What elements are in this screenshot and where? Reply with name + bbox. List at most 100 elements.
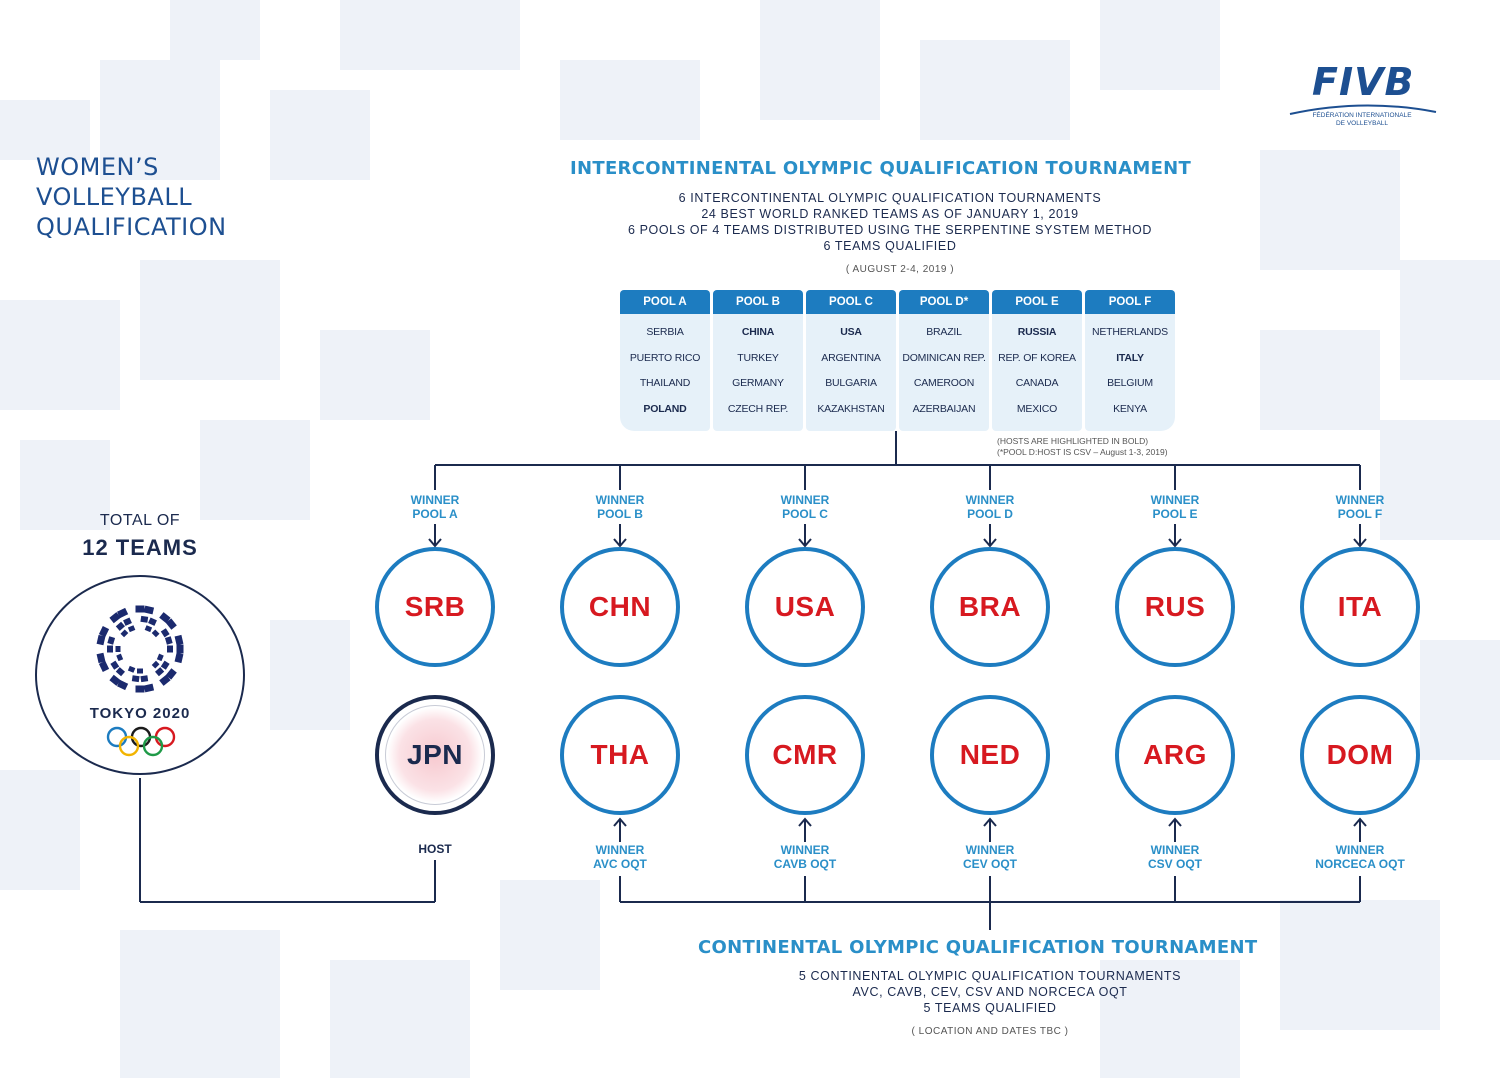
pool-team: REP. OF KOREA <box>998 351 1076 364</box>
pool-team: USA <box>840 326 862 338</box>
pools-table: POOL A SERBIA PUERTO RICO THAILAND POLAND POO… <box>620 290 1175 431</box>
description-line: 5 CONTINENTAL OLYMPIC QUALIFICATION TOUR… <box>798 969 1182 983</box>
title-line: WOMEN’S <box>36 153 159 181</box>
pool-team: KENYA <box>1113 402 1147 415</box>
description-line: 6 TEAMS QUALIFIED <box>823 239 957 253</box>
pool-team: BULGARIA <box>825 377 877 389</box>
emblem-checker-mark <box>123 617 132 626</box>
emblem-checker-mark <box>156 653 164 662</box>
emblem-checker-mark <box>109 674 121 686</box>
team-circle: ARG <box>1115 695 1235 815</box>
top-row-label: WINNER POOL D <box>965 493 1015 521</box>
team-code: NED <box>959 739 1021 770</box>
description-line: 6 POOLS OF 4 TEAMS DISTRIBUTED USING THE… <box>627 223 1153 237</box>
emblem-checker-mark <box>96 652 106 664</box>
bottom-row-label: WINNER CAVB OQT <box>773 843 837 871</box>
tokyo-2020-text: TOKYO 2020 <box>89 705 191 722</box>
emblem-checker-mark <box>140 675 149 683</box>
pool-team: PUERTO RICO <box>629 351 701 364</box>
team-circle: CHN <box>560 547 680 667</box>
pool-team: KAZAKHSTAN <box>817 402 885 415</box>
top-row-label: WINNER POOL F <box>1335 493 1385 521</box>
top-row-label: WINNER POOL E <box>1150 493 1200 521</box>
emblem-checker-mark <box>159 674 171 686</box>
pool-column: POOL E RUSSIA REP. OF KOREA CANADA MEXICO <box>992 290 1082 431</box>
host-team-circle: JPN <box>375 695 495 815</box>
emblem-checker-mark <box>98 660 110 672</box>
description-line: 6 INTERCONTINENTAL OLYMPIC QUALIFICATION… <box>678 191 1102 205</box>
emblem-checker-mark <box>143 605 155 615</box>
pool-column: POOL C USA ARGENTINA BULGARIA KAZAKHSTAN <box>806 290 896 431</box>
pool-column: POOL A SERBIA PUERTO RICO THAILAND POLAND <box>620 290 710 431</box>
team-code: SRB <box>404 591 466 622</box>
emblem-checker-mark <box>117 607 129 619</box>
pool-team: SERBIA <box>646 326 684 338</box>
team-code: DOM <box>1326 739 1394 770</box>
emblem-checker-mark <box>127 625 136 633</box>
continental-dates: ( LOCATION AND DATES TBC ) <box>911 1026 1069 1037</box>
emblem-checker-mark <box>117 679 129 691</box>
total-count: 12 TEAMS <box>82 535 198 560</box>
team-code: RUS <box>1144 591 1206 622</box>
team-circle: SRB <box>375 547 495 667</box>
emblem-checker-mark <box>115 621 126 631</box>
emblem-checker-mark <box>98 626 110 638</box>
pool-team: GERMANY <box>732 377 784 389</box>
emblem-checker-mark <box>109 612 121 624</box>
emblem-checker-mark <box>127 665 136 673</box>
emblem-checker-mark <box>143 683 155 693</box>
hosts-note-line: (HOSTS ARE HIGHLIGHTED IN BOLD) <box>997 436 1149 446</box>
pool-header: POOL B <box>713 290 803 314</box>
intercontinental-description: 6 INTERCONTINENTAL OLYMPIC QUALIFICATION… <box>560 190 1220 254</box>
pool-team: ITALY <box>1116 351 1144 364</box>
emblem-checker-mark <box>148 617 157 626</box>
olympic-rings-icon <box>106 726 176 757</box>
pool-team: CANADA <box>1015 377 1059 389</box>
tokyo-2020-emblem-icon <box>96 605 184 693</box>
bottom-row-label: WINNER CSV OQT <box>1147 843 1202 871</box>
title-line: VOLLEYBALL <box>36 183 193 211</box>
pool-team: AZERBAIJAN <box>912 402 976 415</box>
emblem-checker-mark <box>135 685 145 693</box>
emblem-checker-mark <box>140 615 149 623</box>
total-label: TOTAL OF <box>99 512 181 529</box>
pool-team: DOMINICAN REP. <box>902 351 986 364</box>
team-circle: CMR <box>745 695 865 815</box>
pool-team: MEXICO <box>1016 402 1058 415</box>
bottom-row-label: HOST <box>418 842 452 856</box>
pool-team: POLAND <box>643 402 687 415</box>
team-code: ARG <box>1143 739 1207 770</box>
team-code: BRA <box>958 591 1022 622</box>
tokyo-2020-badge: TOKYO 2020 <box>35 575 245 775</box>
emblem-checker-mark <box>107 636 116 645</box>
pool-column: POOL D* BRAZIL DOMINICAN REP. CAMEROON AZERB… <box>899 290 989 431</box>
fivb-swoosh-icon <box>1289 104 1437 115</box>
top-row-label: WINNER POOL B <box>595 493 645 521</box>
team-circle: NED <box>930 695 1050 815</box>
intercontinental-dates: ( AUGUST 2-4, 2019 ) <box>845 264 955 275</box>
pool-header: POOL C <box>806 290 896 314</box>
team-circle: USA <box>745 547 865 667</box>
pool-team: RUSSIA <box>1017 326 1057 338</box>
emblem-checker-mark <box>174 652 184 664</box>
emblem-checker-mark <box>115 646 121 652</box>
bottom-row-label: WINNER CEV OQT <box>962 843 1017 871</box>
hosts-note: (HOSTS ARE HIGHLIGHTED IN BOLD) (*POOL D… <box>997 436 1168 458</box>
team-code: JPN <box>407 739 463 770</box>
emblem-checker-mark <box>110 660 120 670</box>
description-line: 5 TEAMS QUALIFIED <box>923 1001 1057 1015</box>
fivb-logo: FIVB FÉDÉRATION INTERNATIONALE DE VOLLEY… <box>1288 60 1438 132</box>
pool-team: CAMEROON <box>913 377 975 389</box>
pool-team: NETHERLANDS <box>1092 326 1168 338</box>
team-circle: BRA <box>930 547 1050 667</box>
emblem-checker-mark <box>116 653 124 662</box>
emblem-checker-mark <box>159 612 171 624</box>
emblem-checker-mark <box>167 645 173 653</box>
pool-d-note-line: (*POOL D:HOST IS CSV – August 1-3, 2019) <box>997 447 1168 457</box>
pool-team: TURKEY <box>737 351 779 364</box>
team-code: THA <box>590 739 650 770</box>
top-row-label: WINNER POOL A <box>410 493 460 521</box>
bottom-row-label: WINNER NORCECA OQT <box>1315 843 1405 871</box>
pool-header: POOL A <box>620 290 710 314</box>
